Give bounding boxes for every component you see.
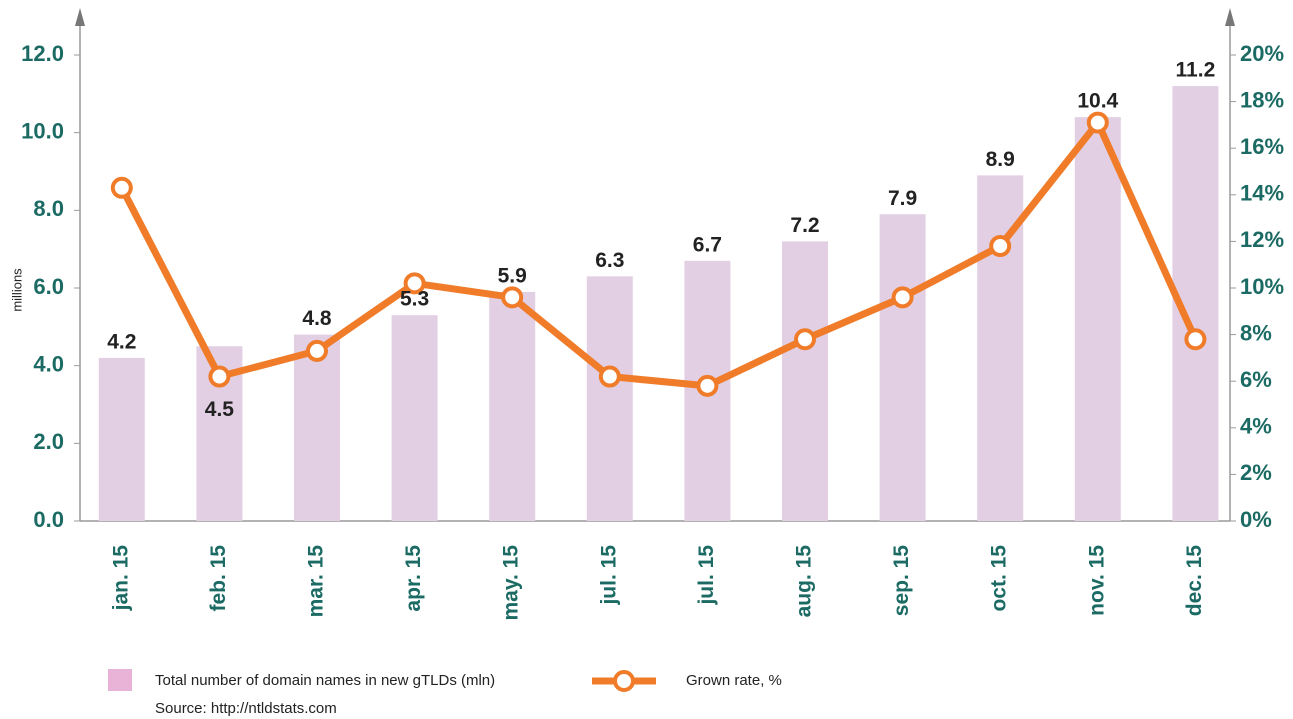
line (118, 119, 1199, 390)
line-marker (598, 365, 621, 388)
bar (879, 214, 926, 521)
y2-tick-label: 20% (1240, 41, 1284, 66)
data-label: 11.2 (1176, 59, 1216, 82)
x-tick-label: dec. 15 (1183, 545, 1206, 617)
y2-tick-label: 2% (1240, 460, 1272, 485)
legend-label: Total number of domain names in new gTLD… (155, 672, 495, 689)
data-label: 4.2 (107, 330, 136, 353)
line-marker (306, 339, 328, 362)
x-tick-label: nov. 15 (1085, 545, 1108, 616)
x-tick-label: jul. 15 (597, 545, 620, 606)
x-tick-label: mar. 15 (305, 545, 328, 618)
data-label: 4.8 (302, 307, 332, 330)
bar (1074, 117, 1121, 521)
bar (782, 241, 828, 521)
data-label: 7.9 (888, 187, 917, 210)
y-axis-arrow (75, 8, 85, 26)
y2-tick-label: 10% (1240, 274, 1284, 299)
legend-marker (613, 670, 635, 692)
y2-axis-arrow (1225, 8, 1235, 26)
x-tick-label: may. 15 (500, 545, 523, 621)
line-marker (208, 365, 231, 388)
y2-tick-label: 8% (1240, 320, 1272, 345)
data-label: 4.5 (205, 398, 235, 421)
y-axis-label: millions (9, 268, 24, 312)
bar (294, 334, 340, 521)
y2-tick-label: 6% (1240, 367, 1272, 392)
x-tick-label: jan. 15 (109, 545, 132, 612)
y2-tick-label: 4% (1240, 414, 1272, 439)
bar (98, 357, 145, 521)
y-tick-label: 10.0 (21, 118, 64, 143)
y2-tick-label: 12% (1240, 227, 1284, 252)
x-tick-label: feb. 15 (207, 545, 230, 612)
x-tick-label: sep. 15 (890, 545, 913, 617)
data-label: 7.2 (790, 214, 819, 237)
y-tick-label: 12.0 (21, 41, 64, 66)
line-marker (696, 374, 719, 397)
y-tick-label: 4.0 (33, 351, 64, 376)
bar (391, 315, 438, 521)
y2-tick-label: 14% (1240, 181, 1284, 206)
line-marker (403, 272, 426, 295)
y-tick-label: 2.0 (33, 429, 64, 454)
source: Source: http://ntldstats.com (155, 700, 337, 717)
line-marker (891, 286, 914, 309)
legend-label: Grown rate, % (686, 672, 782, 689)
line-marker (501, 286, 524, 309)
y2-tick-label: 18% (1240, 87, 1284, 112)
x-tick-label: apr. 15 (402, 545, 425, 612)
y2-tick-label: 16% (1240, 134, 1284, 159)
data-label: 10.4 (1077, 90, 1118, 113)
line-marker (794, 328, 816, 351)
data-label: 5.9 (498, 264, 527, 287)
data-label: 6.7 (693, 233, 722, 256)
legend-swatch-bar (108, 669, 132, 691)
x-tick-label: jul. 15 (695, 545, 718, 606)
line-marker (1184, 328, 1207, 351)
data-label: 6.3 (595, 249, 624, 272)
x-tick-label: oct. 15 (988, 545, 1011, 612)
y-tick-label: 0.0 (33, 507, 64, 532)
y2-tick-label: 0% (1240, 507, 1272, 532)
bar (977, 175, 1024, 521)
bar (489, 291, 536, 521)
x-tick-label: aug. 15 (793, 545, 816, 618)
y-tick-label: 6.0 (33, 274, 64, 299)
line-marker (1086, 111, 1109, 134)
line-marker (110, 176, 133, 199)
data-label: 5.3 (400, 288, 429, 311)
bar (586, 276, 633, 521)
data-label: 8.9 (986, 148, 1015, 171)
y-tick-label: 8.0 (33, 196, 64, 221)
line-marker (989, 235, 1012, 258)
